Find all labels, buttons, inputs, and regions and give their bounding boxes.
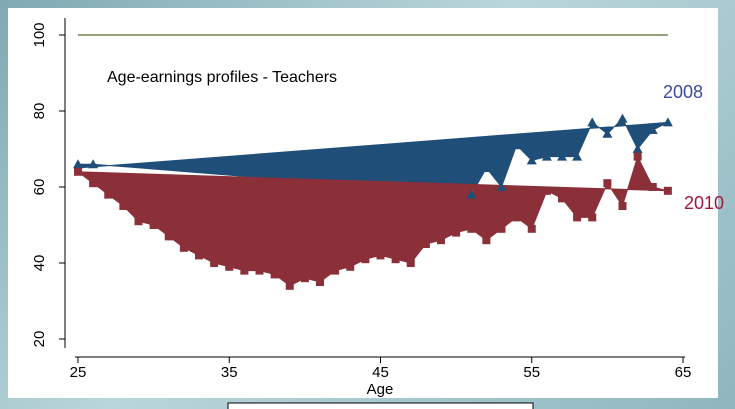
marker-2010-63 <box>648 183 657 191</box>
chart-annotation: Age-earnings profiles - Teachers <box>107 69 337 86</box>
marker-2010-27 <box>104 190 113 199</box>
series-label-2008: 2008 <box>663 82 703 102</box>
y-tick-label-60: 60 <box>31 179 48 196</box>
marker-2010-62 <box>633 152 642 161</box>
marker-2010-32 <box>179 243 188 252</box>
marker-2008-64 <box>662 117 673 127</box>
marker-2008-53 <box>496 182 507 191</box>
marker-2010-45 <box>376 251 385 260</box>
marker-2008-61 <box>617 113 628 123</box>
marker-2010-26 <box>89 179 98 188</box>
marker-2010-64 <box>663 186 672 195</box>
marker-2010-38 <box>270 270 279 279</box>
marker-2010-49 <box>437 236 445 245</box>
series-markers <box>73 113 673 290</box>
marker-2010-36 <box>240 266 249 275</box>
marker-2010-30 <box>149 221 158 229</box>
marker-2010-41 <box>316 278 324 286</box>
marker-2010-39 <box>285 281 294 290</box>
marker-2010-59 <box>588 213 597 222</box>
marker-2008-62 <box>632 144 643 153</box>
marker-2010-52 <box>482 236 491 245</box>
x-tick-label-25: 25 <box>70 364 87 381</box>
marker-2010-28 <box>119 202 128 210</box>
marker-2008-51 <box>466 189 477 199</box>
marker-2010-25 <box>74 167 82 176</box>
marker-2008-25 <box>73 159 83 169</box>
marker-2010-37 <box>255 266 264 275</box>
y-tick-label-20: 20 <box>31 331 48 348</box>
marker-2010-47 <box>406 259 415 267</box>
marker-2010-33 <box>195 251 203 260</box>
marker-2008-54 <box>511 140 522 150</box>
x-tick-label-65: 65 <box>675 364 692 381</box>
marker-2010-29 <box>134 217 143 226</box>
marker-2008-56 <box>541 151 552 161</box>
marker-2010-46 <box>391 255 400 264</box>
marker-2010-56 <box>542 186 551 195</box>
bottom-box <box>227 402 534 409</box>
x-axis-ticks: 25 35 45 55 65 <box>70 357 692 381</box>
marker-2008-60 <box>602 128 613 138</box>
marker-2010-34 <box>210 259 219 267</box>
marker-2008-52 <box>481 163 492 172</box>
x-axis-label: Age <box>367 381 394 398</box>
marker-2010-42 <box>331 266 340 275</box>
marker-2008-59 <box>587 117 598 127</box>
marker-2010-51 <box>467 224 476 233</box>
marker-2008-55 <box>526 155 537 165</box>
marker-2010-43 <box>346 262 355 271</box>
x-tick-label-55: 55 <box>523 364 540 381</box>
marker-2010-55 <box>527 224 536 233</box>
series-fill-2008 <box>77 117 669 196</box>
marker-2010-35 <box>225 262 234 271</box>
marker-2010-54 <box>512 213 521 222</box>
y-axis-ticks: 20 40 60 80 100 <box>31 22 65 347</box>
marker-2010-40 <box>300 274 309 283</box>
y-tick-label-40: 40 <box>31 255 48 272</box>
marker-2010-53 <box>497 224 506 233</box>
marker-2008-63 <box>647 125 658 134</box>
marker-2010-31 <box>164 232 173 241</box>
marker-2010-50 <box>452 228 461 237</box>
marker-2010-57 <box>558 194 566 203</box>
y-tick-label-80: 80 <box>31 103 48 120</box>
marker-2008-57 <box>557 151 567 161</box>
y-tick-label-100: 100 <box>31 22 48 47</box>
marker-2008-26 <box>88 159 99 169</box>
marker-2010-60 <box>603 179 612 188</box>
x-tick-label-35: 35 <box>221 364 238 381</box>
marker-2010-61 <box>618 202 627 210</box>
marker-2008-58 <box>572 151 583 161</box>
marker-2010-44 <box>361 255 370 264</box>
marker-2010-58 <box>573 213 582 222</box>
series-label-2010: 2010 <box>684 193 724 213</box>
x-tick-label-45: 45 <box>372 364 389 381</box>
marker-2010-48 <box>421 240 430 248</box>
